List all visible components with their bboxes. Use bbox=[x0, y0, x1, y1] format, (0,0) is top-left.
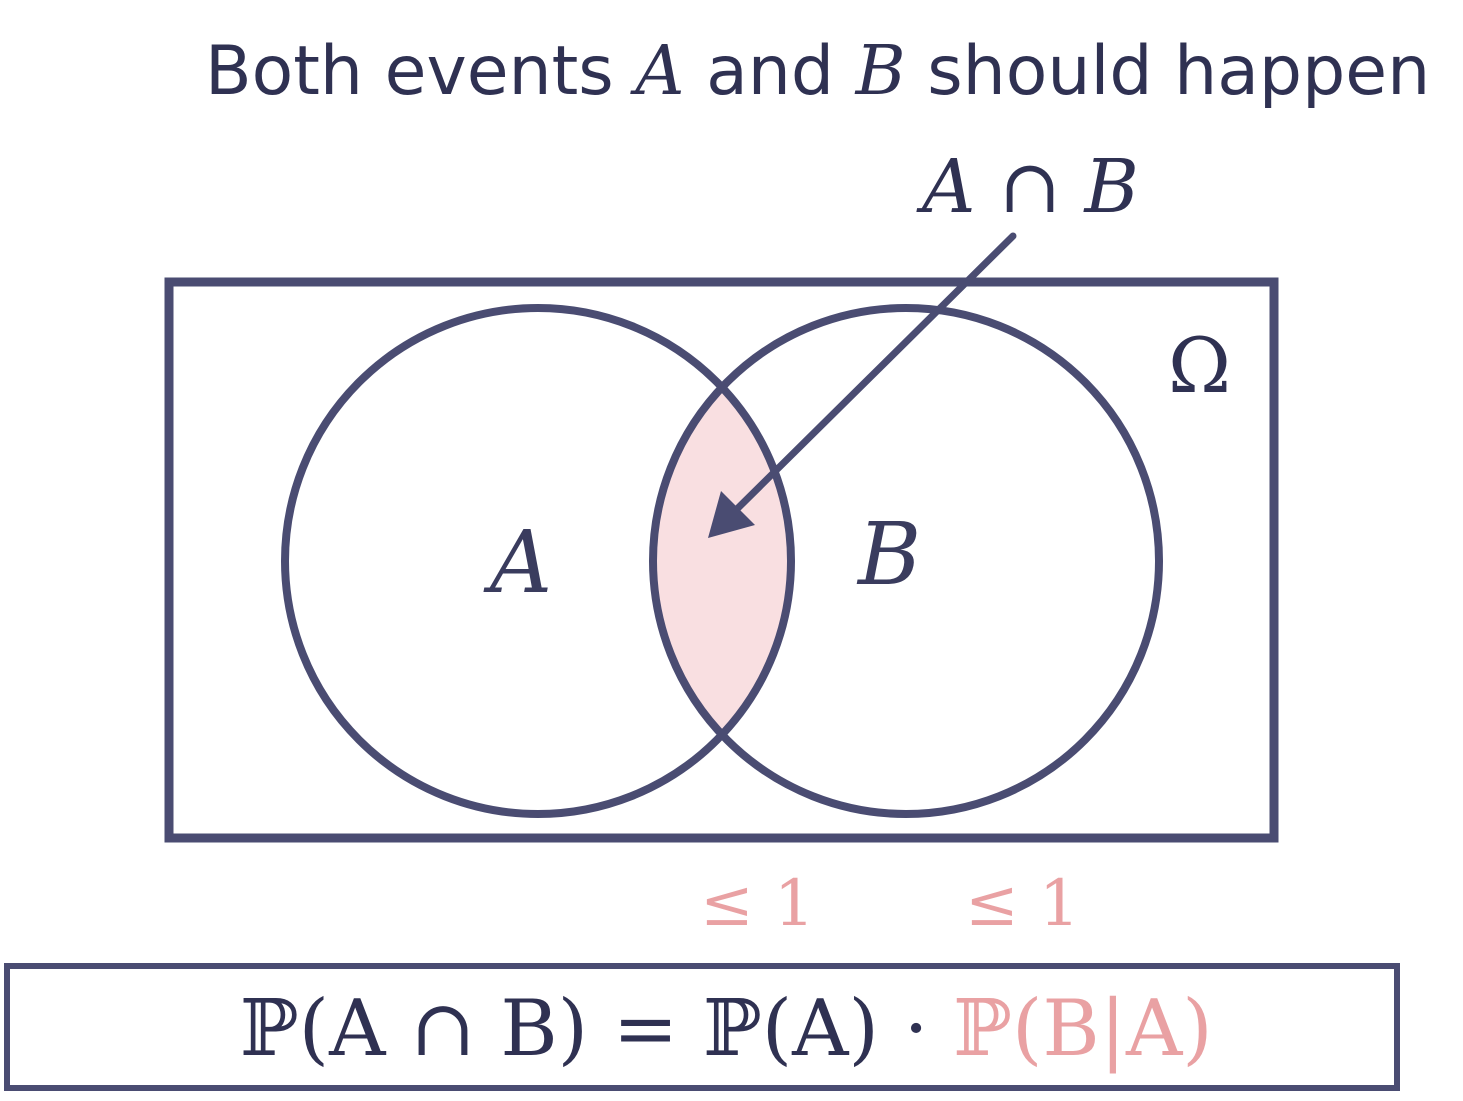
bound-under-p-a: ≤ 1 bbox=[700, 867, 815, 941]
intersection-label: A ∩ B bbox=[922, 144, 1139, 230]
circle-b bbox=[649, 304, 1163, 818]
formula-dot: · bbox=[878, 984, 954, 1074]
set-a-label: A bbox=[490, 513, 553, 613]
title-event-a: A bbox=[635, 32, 685, 111]
bound-under-p-b-given-a: ≤ 1 bbox=[965, 867, 1080, 941]
title-middle: and bbox=[684, 32, 856, 111]
title-prefix: Both events bbox=[205, 32, 636, 111]
universe-rectangle bbox=[164, 277, 1279, 843]
multiplication-rule-formula: ℙ(A ∩ B) = ℙ(A) · ℙ(B|A) bbox=[240, 990, 1213, 1068]
title-event-b: B bbox=[855, 32, 906, 111]
formula-box bbox=[4, 963, 1400, 1091]
title-suffix: should happen bbox=[905, 32, 1431, 111]
set-b-label: B bbox=[858, 505, 922, 605]
diagram-title: Both events A and B should happen bbox=[205, 38, 1430, 106]
formula-equals: = bbox=[588, 984, 704, 1074]
arrow-shaft bbox=[734, 232, 1017, 512]
arrow-head bbox=[708, 491, 755, 538]
circle-a bbox=[281, 304, 795, 818]
formula-p-a: ℙ(A) bbox=[703, 984, 879, 1074]
formula-p-b-given-a: ℙ(B|A) bbox=[953, 984, 1213, 1074]
formula-lhs: ℙ(A ∩ B) bbox=[240, 984, 589, 1074]
universe-omega-label: Ω bbox=[1168, 321, 1232, 410]
